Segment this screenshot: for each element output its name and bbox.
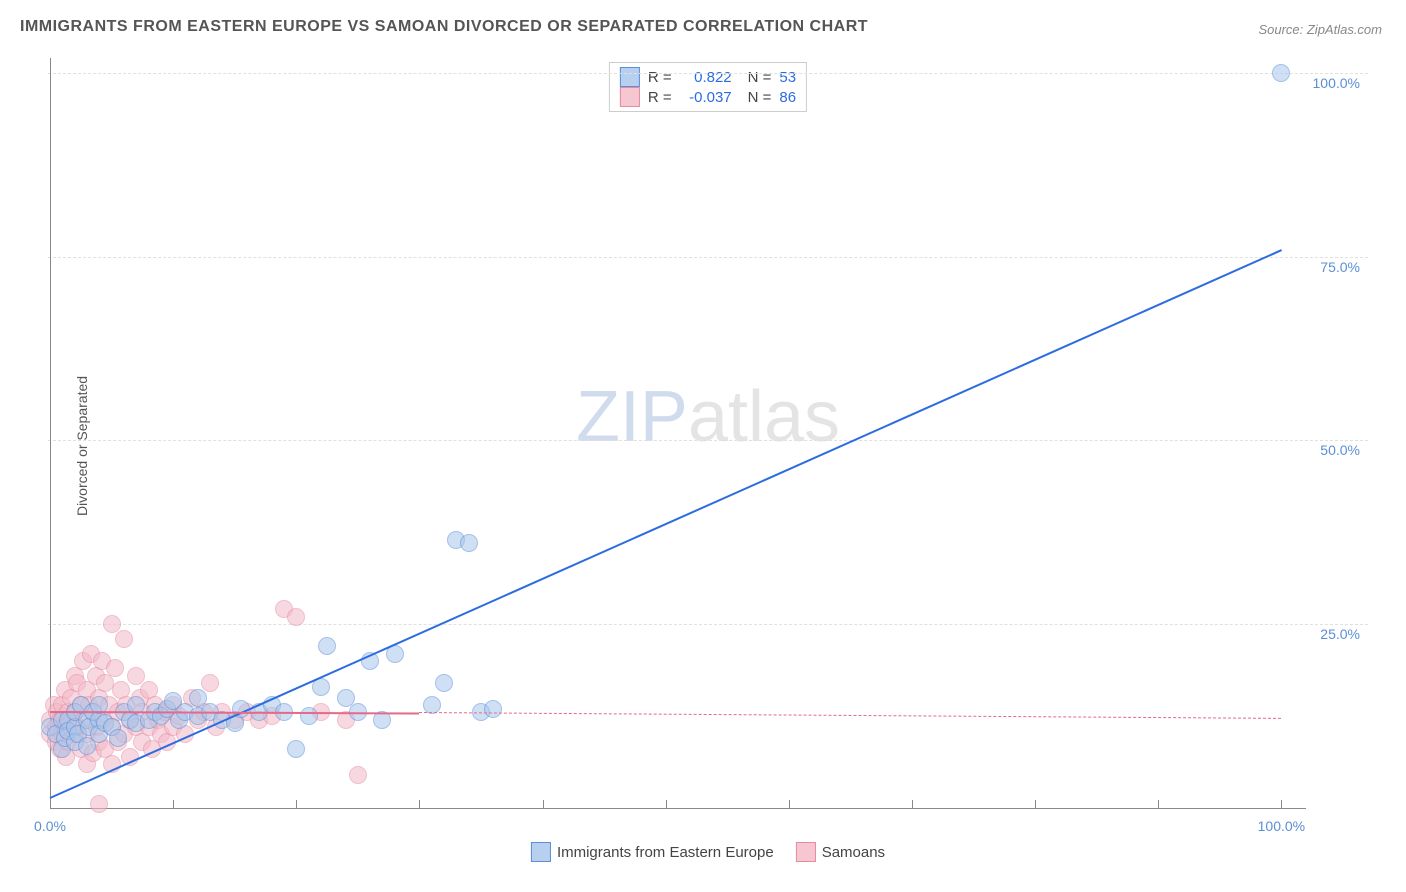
watermark: ZIPatlas bbox=[576, 376, 840, 458]
legend-n-label: N = bbox=[748, 69, 772, 86]
legend-item: Immigrants from Eastern Europe bbox=[531, 842, 774, 862]
legend-swatch bbox=[796, 842, 816, 862]
x-tick bbox=[1281, 800, 1282, 808]
x-tick bbox=[296, 800, 297, 808]
legend-r-value: 0.822 bbox=[680, 69, 732, 86]
watermark-atlas: atlas bbox=[688, 377, 840, 457]
legend-n-label: N = bbox=[748, 89, 772, 106]
data-point bbox=[300, 707, 318, 725]
data-point bbox=[484, 700, 502, 718]
y-tick-label: 25.0% bbox=[1320, 626, 1360, 642]
y-tick-label: 75.0% bbox=[1320, 259, 1360, 275]
watermark-zip: ZIP bbox=[576, 377, 688, 457]
data-point bbox=[115, 630, 133, 648]
data-point bbox=[349, 766, 367, 784]
x-tick bbox=[666, 800, 667, 808]
x-tick bbox=[173, 800, 174, 808]
legend-item: Samoans bbox=[796, 842, 885, 862]
y-tick-label: 50.0% bbox=[1320, 442, 1360, 458]
scatter-plot: ZIPatlas R =0.822N =53R =-0.037N =86 Imm… bbox=[48, 58, 1368, 838]
data-point bbox=[90, 795, 108, 813]
legend-row: R = 0.822 N = 53 bbox=[620, 67, 796, 87]
source-name: ZipAtlas.com bbox=[1307, 22, 1382, 37]
grid-line bbox=[48, 440, 1368, 441]
data-point bbox=[460, 534, 478, 552]
data-point bbox=[287, 740, 305, 758]
correlation-legend: R = 0.822 N = 53 R = -0.037 N = 86 bbox=[609, 62, 807, 112]
x-tick bbox=[912, 800, 913, 808]
legend-row: R = -0.037 N = 86 bbox=[620, 87, 796, 107]
legend-n-value: 53 bbox=[779, 69, 796, 86]
legend-series-name: Samoans bbox=[822, 844, 885, 861]
legend-r-label: R = bbox=[648, 89, 672, 106]
data-point bbox=[1272, 64, 1290, 82]
legend-swatch bbox=[531, 842, 551, 862]
data-point bbox=[435, 674, 453, 692]
data-point bbox=[109, 729, 127, 747]
x-tick bbox=[789, 800, 790, 808]
data-point bbox=[318, 637, 336, 655]
grid-line bbox=[48, 624, 1368, 625]
series-legend: Immigrants from Eastern Europe Samoans bbox=[531, 842, 885, 862]
grid-line bbox=[48, 73, 1368, 74]
y-tick-label: 100.0% bbox=[1313, 75, 1360, 91]
data-point bbox=[287, 608, 305, 626]
x-axis bbox=[50, 808, 1306, 809]
x-tick bbox=[50, 800, 51, 808]
grid-line bbox=[48, 257, 1368, 258]
legend-n-value: 86 bbox=[779, 89, 796, 106]
chart-title: IMMIGRANTS FROM EASTERN EUROPE VS SAMOAN… bbox=[20, 18, 868, 36]
x-tick bbox=[543, 800, 544, 808]
legend-r-value: -0.037 bbox=[680, 89, 732, 106]
source-credit: Source: ZipAtlas.com bbox=[1258, 22, 1382, 37]
x-tick bbox=[419, 800, 420, 808]
legend-swatch bbox=[620, 67, 640, 87]
x-tick bbox=[1158, 800, 1159, 808]
legend-series-name: Immigrants from Eastern Europe bbox=[557, 844, 774, 861]
trend-line bbox=[419, 712, 1281, 719]
source-prefix: Source: bbox=[1258, 22, 1306, 37]
data-point bbox=[106, 659, 124, 677]
x-tick bbox=[1035, 800, 1036, 808]
legend-r-label: R = bbox=[648, 69, 672, 86]
x-tick-label-max: 100.0% bbox=[1258, 818, 1305, 834]
data-point bbox=[201, 674, 219, 692]
legend-swatch bbox=[620, 87, 640, 107]
x-tick-label-min: 0.0% bbox=[34, 818, 66, 834]
